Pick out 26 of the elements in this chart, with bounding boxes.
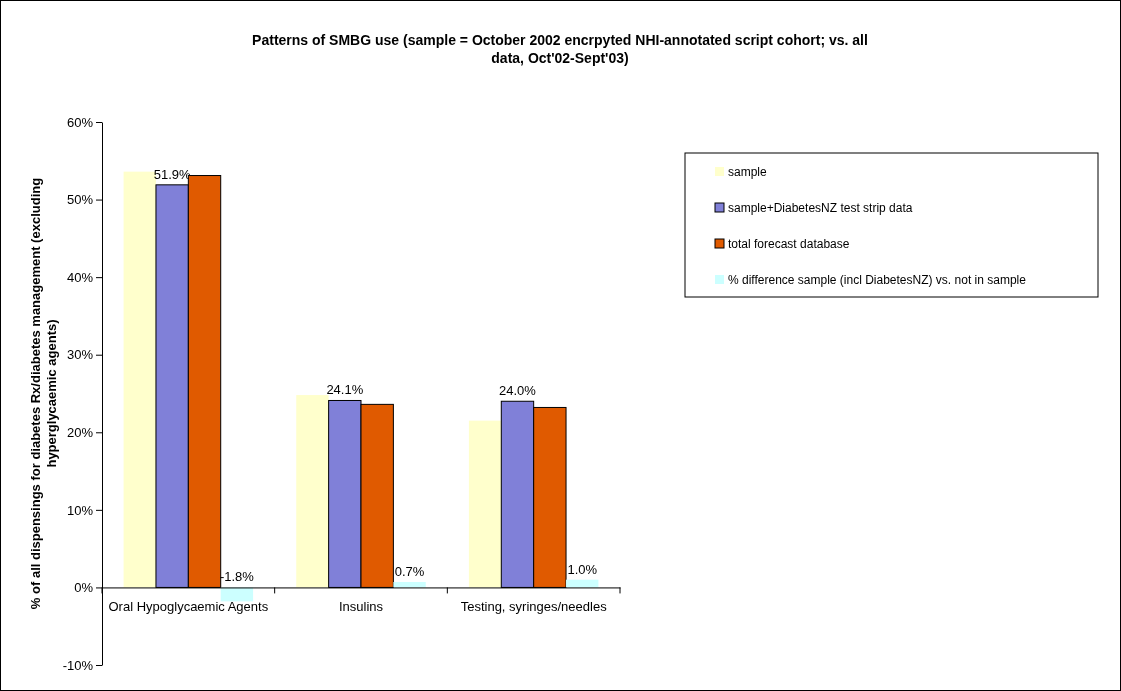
bar xyxy=(393,582,426,588)
data-label: 51.9% xyxy=(153,166,192,182)
legend-label: sample+DiabetesNZ test strip data xyxy=(728,201,913,215)
y-tick-label: 10% xyxy=(66,502,94,518)
data-label: 0.7% xyxy=(394,564,425,579)
y-tick-label: 60% xyxy=(66,114,94,130)
bar xyxy=(468,420,502,588)
y-tick-label: 0% xyxy=(74,580,94,596)
x-tick-label: Testing, syringes/needles xyxy=(460,599,608,615)
bar xyxy=(296,395,329,588)
y-tick-label: 50% xyxy=(66,192,94,208)
y-tick-label: 30% xyxy=(66,347,94,363)
y-tick-label: 20% xyxy=(66,424,94,440)
legend-label: sample xyxy=(728,165,768,179)
y-tick-label: -10% xyxy=(62,657,94,673)
data-label: 24.0% xyxy=(499,383,537,399)
y-axis-title: % of all dispensings for diabetes Rx/diabetes management (excluding hyperglycaemic agents) xyxy=(28,177,59,610)
data-label: 1.0% xyxy=(567,561,598,577)
data-label: 24.1% xyxy=(326,382,364,398)
x-tick-label: Insulins xyxy=(338,599,384,615)
legend-label: % difference sample (incl DiabetesNZ) vs. not in sample xyxy=(728,273,1027,287)
x-tick-label: Oral Hypoglycaemic Agents xyxy=(108,599,269,615)
legend-label: total forecast database xyxy=(728,237,850,251)
chart-title: Patterns of SMBG use (sample = October 2002 encrpyted NHI-annotated script cohort; vs. all data, Oct'02-Sept'03) xyxy=(252,32,868,66)
bar xyxy=(123,171,156,588)
y-tick-label: 40% xyxy=(66,269,94,285)
